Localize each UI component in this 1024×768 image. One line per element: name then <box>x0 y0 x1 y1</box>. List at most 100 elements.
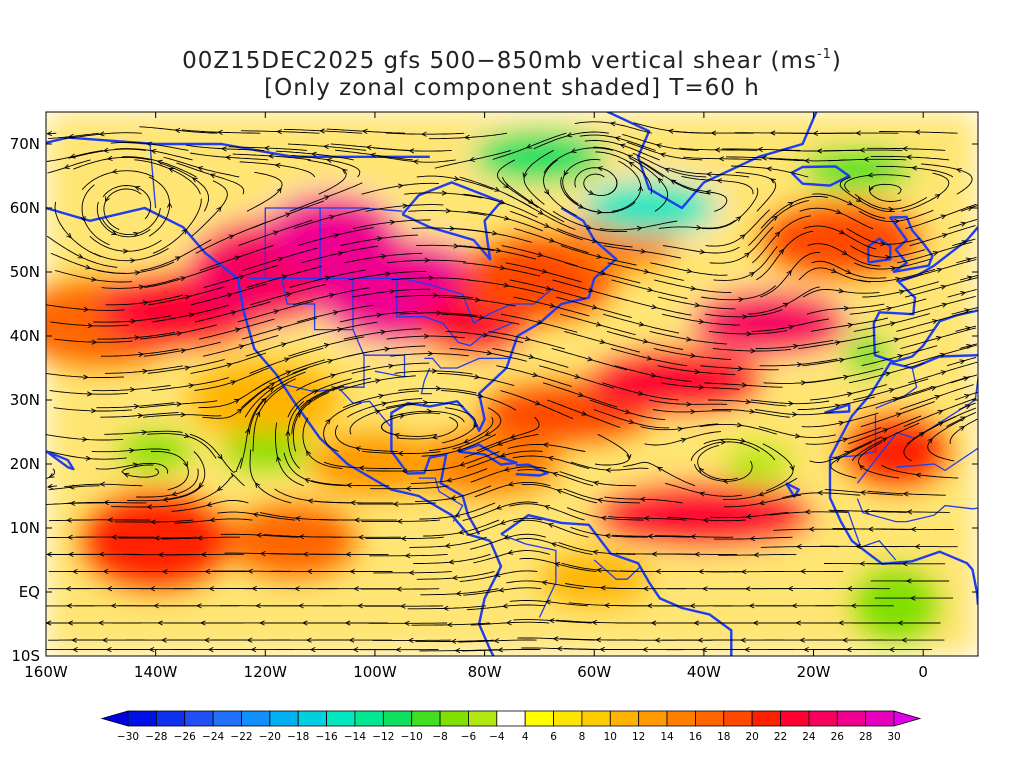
streamline <box>297 227 374 247</box>
lon-tick-label: 120W <box>244 663 288 681</box>
streamline <box>424 451 500 472</box>
streamline <box>708 399 787 407</box>
streamline <box>735 171 777 212</box>
streamline-arrowhead <box>772 215 778 221</box>
streamline-arrowhead <box>123 472 130 478</box>
streamline <box>199 244 274 271</box>
streamline-arrowhead <box>255 532 262 538</box>
streamline <box>459 570 538 582</box>
border-line <box>895 447 978 472</box>
streamline-arrowhead <box>166 202 173 208</box>
streamline <box>428 132 508 140</box>
streamline <box>46 149 104 162</box>
streamline-arrowhead <box>748 603 755 609</box>
colorbar-label: 24 <box>802 731 816 743</box>
streamline-arrowhead <box>697 637 703 643</box>
streamline <box>466 279 544 295</box>
streamline <box>604 496 683 504</box>
streamline <box>559 471 636 487</box>
streamline <box>900 259 977 281</box>
streamline-arrowhead <box>234 398 241 404</box>
streamline <box>81 184 110 246</box>
streamline-arrowhead <box>769 130 776 136</box>
streamline-arrowhead <box>161 569 168 575</box>
streamline-arrowhead <box>306 568 313 575</box>
colorbar-swatch <box>155 710 186 727</box>
streamline-arrowhead <box>788 400 795 407</box>
streamline-arrowhead <box>499 265 506 271</box>
streamline <box>615 296 692 316</box>
streamline <box>726 156 805 161</box>
streamline-arrowhead <box>354 446 361 452</box>
colorbar-swatch <box>836 710 867 727</box>
streamline <box>904 344 977 367</box>
streamline-arrowhead <box>224 154 231 161</box>
streamline-arrowhead <box>578 203 585 209</box>
streamline-arrowhead <box>835 340 842 346</box>
streamline-arrowhead <box>207 646 214 653</box>
lon-tick-label: 0 <box>918 663 928 681</box>
streamline <box>161 536 240 540</box>
streamline-arrowhead <box>595 321 602 327</box>
streamline <box>202 334 279 357</box>
streamline-arrowhead <box>544 223 551 228</box>
streamline <box>377 155 456 163</box>
streamline <box>857 329 934 349</box>
streamline-arrowhead <box>799 568 806 575</box>
streamline <box>395 294 474 299</box>
border-line <box>830 510 897 561</box>
streamline-arrowhead <box>604 533 611 539</box>
streamline-arrowhead <box>397 450 404 457</box>
streamline-arrowhead <box>544 599 551 605</box>
streamline-arrowhead <box>938 421 945 427</box>
streamline-arrowhead <box>103 499 109 506</box>
streamline-arrowhead <box>888 206 895 212</box>
streamline-arrowhead <box>641 646 648 653</box>
streamline <box>246 266 322 289</box>
shear-region <box>588 348 765 413</box>
streamline-arrowhead <box>80 215 86 222</box>
streamline <box>362 450 441 454</box>
streamline-arrowhead <box>277 326 284 332</box>
streamline-arrowhead <box>374 378 381 384</box>
streamline-arrowhead <box>46 620 52 626</box>
streamline-arrowhead <box>137 413 144 419</box>
streamline <box>63 132 142 139</box>
streamline <box>64 483 143 488</box>
streamline-arrowhead <box>690 353 697 359</box>
streamline <box>927 419 963 462</box>
streamline-arrowhead <box>667 128 674 134</box>
streamline-arrowhead <box>175 256 182 262</box>
streamline <box>626 141 703 161</box>
streamline-arrowhead <box>547 455 554 461</box>
streamline-arrowhead <box>246 637 253 643</box>
streamline <box>769 511 848 516</box>
streamline <box>921 163 973 195</box>
streamline-arrowhead <box>566 132 573 138</box>
streamline <box>54 338 133 343</box>
streamline <box>373 147 452 152</box>
streamline-arrowhead <box>63 164 70 169</box>
streamline <box>184 472 245 505</box>
streamline-arrowhead <box>541 580 548 586</box>
lon-tick-label: 60W <box>577 663 611 681</box>
streamline-arrowhead <box>98 131 105 137</box>
colorbar-swatch <box>695 710 725 727</box>
streamline <box>275 150 354 161</box>
streamline-arrowhead <box>129 447 136 454</box>
streamline-arrowhead <box>961 240 968 246</box>
streamline-arrowhead <box>901 637 907 643</box>
streamline-arrowhead <box>183 433 191 439</box>
streamline <box>589 399 666 421</box>
streamline <box>53 407 132 412</box>
streamline-arrowhead <box>455 590 462 597</box>
streamline-arrowhead <box>959 425 966 432</box>
streamline-arrowhead <box>890 265 897 271</box>
streamline <box>301 245 379 264</box>
streamline-arrowhead <box>276 129 283 135</box>
streamline-arrowhead <box>656 466 663 472</box>
border-line <box>418 477 464 522</box>
border-line <box>339 355 365 388</box>
colorbar-swatch <box>581 710 611 727</box>
streamline <box>858 441 900 479</box>
